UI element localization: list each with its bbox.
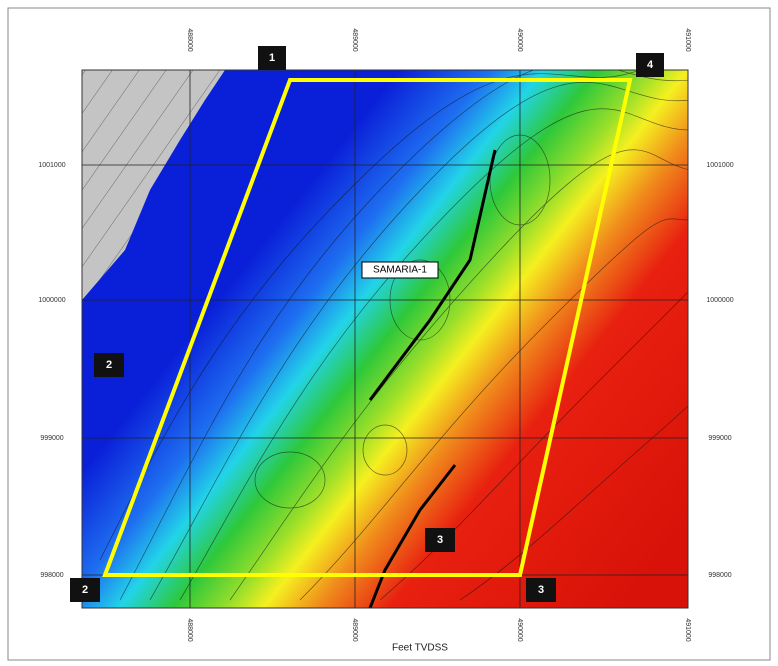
- x-tick-label: 488000: [186, 28, 193, 51]
- marker: [425, 528, 455, 552]
- null-area: [82, 70, 225, 300]
- marker: [636, 53, 664, 77]
- marker: [526, 578, 556, 602]
- y-tick-label: 998000: [40, 572, 63, 579]
- marker: [258, 46, 286, 70]
- x-tick-label: 490000: [516, 28, 523, 51]
- y-tick-label: 1000000: [706, 297, 733, 304]
- y-ticks: 1001000 1000000 999000 998000 1001000 10…: [38, 162, 733, 579]
- x-tick-label: 490000: [516, 618, 523, 641]
- x-ticks: 488000 489000 490000 491000 488000 48900…: [186, 28, 691, 641]
- x-tick-label: 491000: [684, 618, 691, 641]
- depth-surface: [82, 70, 688, 608]
- y-tick-label: 1000000: [38, 297, 65, 304]
- x-tick-label: 491000: [684, 28, 691, 51]
- y-tick-label: 998000: [708, 572, 731, 579]
- marker-label: 3: [538, 584, 544, 596]
- well-label: SAMARIA-1: [373, 265, 427, 276]
- fault: [368, 464, 457, 608]
- y-tick-label: 1001000: [38, 162, 65, 169]
- marker: [94, 353, 124, 377]
- marker-label: 2: [82, 584, 88, 596]
- map-border: [81, 69, 689, 609]
- x-tick-label: 489000: [351, 618, 358, 641]
- x-tick-label: 489000: [351, 28, 358, 51]
- corner-markers: 1 4 2 2 3 3: [70, 46, 664, 602]
- study-polygon: [102, 78, 633, 577]
- map-area: [82, 70, 688, 608]
- y-tick-label: 999000: [708, 435, 731, 442]
- marker-label: 3: [437, 534, 443, 546]
- marker-label: 4: [647, 59, 654, 71]
- marker-label: 2: [106, 359, 112, 371]
- marker: [70, 578, 100, 602]
- well-box: [361, 261, 439, 279]
- y-tick-label: 999000: [40, 435, 63, 442]
- x-tick-label: 488000: [186, 618, 193, 641]
- axis-label: Feet TVDSS: [392, 643, 448, 654]
- y-tick-label: 1001000: [706, 162, 733, 169]
- marker-label: 1: [269, 52, 275, 64]
- fault: [368, 149, 497, 401]
